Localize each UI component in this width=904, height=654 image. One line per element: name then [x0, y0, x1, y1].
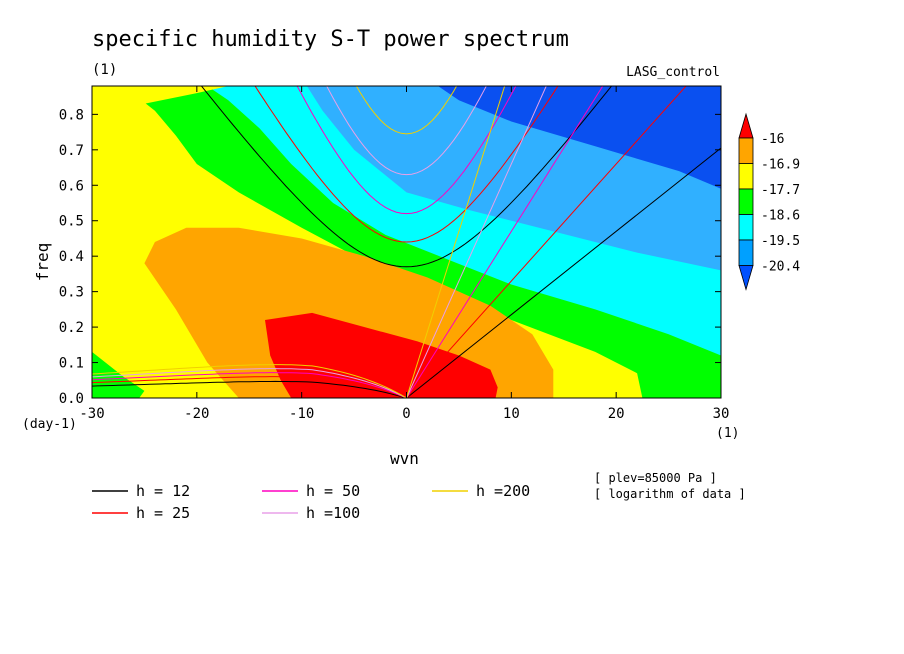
y-tick-label: 0.7	[59, 143, 84, 159]
y-tick-label: 0.8	[59, 107, 84, 123]
colorbar-box	[738, 188, 754, 215]
colorbar-label: -17.7	[761, 183, 800, 198]
ig-curve-2	[254, 86, 559, 243]
colorbar-label: -16.9	[761, 158, 800, 173]
chart-title: specific humidity S-T power spectrum	[92, 27, 569, 52]
kelvin-line-1	[406, 147, 721, 398]
x-tick-label: 0	[402, 406, 410, 422]
chart-subtitle-right: LASG_control	[626, 65, 720, 80]
legend-label: h = 12	[136, 482, 190, 500]
kelvin-line-4	[406, 86, 547, 398]
colorbar-max-arrow	[738, 112, 754, 139]
y-tick-label: 0.6	[59, 178, 84, 194]
rossby-curve-2	[92, 376, 407, 398]
x-unit-label: (1)	[716, 426, 739, 441]
note-log: [ logarithm of data ]	[594, 487, 746, 501]
y-tick-label: 0.3	[59, 285, 84, 301]
contour-region-blue	[438, 86, 721, 189]
colorbar-label: -18.6	[761, 209, 800, 224]
y-tick-label: 0.0	[59, 391, 84, 407]
x-tick-label: -30	[79, 406, 104, 422]
x-tick-label: 10	[503, 406, 520, 422]
x-tick-label: 30	[713, 406, 730, 422]
colorbar-box	[738, 239, 754, 266]
ig-curve-5	[355, 86, 458, 135]
legend-label: h =200	[476, 482, 530, 500]
kelvin-line-5	[406, 86, 506, 398]
y-unit-label: (day-1)	[22, 417, 77, 432]
legend-label: h =100	[306, 504, 360, 522]
y-tick-label: 0.2	[59, 320, 84, 336]
x-tick-label: -10	[289, 406, 314, 422]
colorbar-box	[738, 137, 754, 164]
y-tick-label: 0.5	[59, 214, 84, 230]
contour-region-yellowTop	[92, 86, 229, 115]
rossby-curve-5	[92, 364, 407, 398]
contour-region-greenBL	[92, 351, 145, 398]
rossby-curve-1	[92, 380, 407, 398]
legend-label: h = 50	[306, 482, 360, 500]
rossby-curve-3	[92, 372, 407, 398]
y-tick-label: 0.4	[59, 249, 84, 265]
ig-curve-3	[296, 86, 517, 215]
colorbar-min-arrow	[738, 265, 754, 291]
contour-region-red	[265, 312, 498, 398]
plot-area	[92, 86, 721, 398]
legend-label: h = 25	[136, 504, 190, 522]
colorbar-box	[738, 214, 754, 241]
note-plev: [ plev=85000 Pa ]	[594, 471, 717, 485]
rossby-curve-4	[92, 368, 407, 398]
kelvin-line-2	[406, 86, 687, 398]
y-tick-label: 0.1	[59, 356, 84, 372]
y-axis-label: freq	[33, 243, 52, 282]
colorbar-label: -16	[761, 132, 784, 147]
colorbar-box	[738, 163, 754, 190]
x-axis-label: wvn	[390, 449, 419, 468]
colorbar: -16 -16.9 -17.7 -18.6 -19.5 -20.4	[738, 112, 800, 291]
kelvin-line-3	[406, 86, 604, 398]
colorbar-label: -19.5	[761, 234, 800, 249]
x-tick-label: -20	[184, 406, 209, 422]
ig-curve-4	[326, 86, 487, 176]
legend: h = 12 h = 25 h = 50 h =100 h =200	[92, 482, 530, 522]
chart-subtitle-left: (1)	[92, 62, 117, 78]
colorbar-label: -20.4	[761, 260, 800, 275]
x-tick-label: 20	[608, 406, 625, 422]
ig-curve-1	[200, 86, 613, 268]
